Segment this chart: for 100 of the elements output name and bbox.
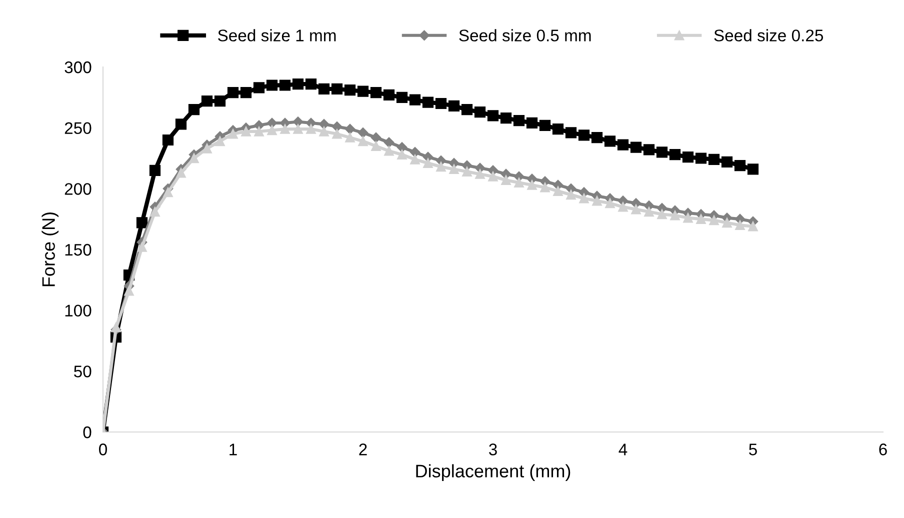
- point: [618, 202, 628, 212]
- point: [526, 117, 538, 129]
- point: [552, 123, 564, 135]
- point: [540, 182, 550, 192]
- y-tick-label: 150: [65, 244, 92, 256]
- point: [292, 78, 304, 90]
- point: [396, 142, 408, 152]
- point: [539, 120, 551, 131]
- point: [475, 169, 485, 179]
- point: [527, 180, 537, 190]
- point: [631, 204, 641, 214]
- y-tick-label: 300: [64, 61, 92, 74]
- point: [474, 106, 486, 118]
- point: [709, 215, 719, 226]
- x-tick-label: 1: [230, 444, 237, 456]
- x-tick-label: 4: [618, 444, 628, 456]
- point: [137, 242, 147, 252]
- y-tick-label: 0: [83, 426, 92, 438]
- point: [279, 80, 291, 91]
- point: [644, 206, 654, 217]
- point: [553, 186, 563, 196]
- point: [240, 86, 252, 98]
- x-tick-label: 3: [489, 444, 497, 456]
- point: [409, 94, 421, 106]
- point: [696, 214, 706, 224]
- legend-label: Seed size 0.5 mm: [459, 29, 591, 42]
- point: [280, 124, 290, 134]
- point: [565, 127, 577, 138]
- point: [201, 96, 213, 107]
- point: [657, 209, 667, 220]
- point: [371, 141, 381, 151]
- point: [722, 218, 732, 228]
- y-tick-label: 50: [74, 366, 92, 378]
- x-tick-label: 0: [99, 444, 107, 456]
- x-tick-label: 5: [749, 444, 757, 456]
- x-axis-title: Displacement (mm): [416, 464, 570, 482]
- point: [604, 136, 616, 147]
- point: [344, 84, 356, 96]
- point: [410, 147, 420, 158]
- point: [319, 126, 329, 136]
- point: [670, 210, 680, 220]
- point: [449, 164, 459, 174]
- point: [721, 156, 733, 168]
- point: [695, 152, 707, 164]
- x-tick-label: 2: [359, 444, 367, 456]
- point: [136, 217, 148, 228]
- point: [188, 104, 200, 116]
- point: [202, 144, 212, 154]
- point: [579, 194, 589, 204]
- point: [189, 153, 199, 164]
- point: [708, 154, 720, 166]
- point: [461, 104, 473, 116]
- point: [462, 166, 472, 176]
- point: [345, 132, 355, 142]
- point: [149, 164, 161, 176]
- point: [487, 110, 499, 122]
- point: [410, 154, 420, 164]
- point: [344, 124, 356, 134]
- point: [267, 125, 277, 136]
- point: [734, 160, 746, 172]
- point: [292, 116, 304, 127]
- point: [591, 132, 603, 144]
- point: [370, 86, 382, 98]
- point: [488, 172, 498, 182]
- point: [266, 80, 278, 91]
- point: [305, 78, 317, 90]
- point: [500, 112, 512, 124]
- point: [214, 96, 226, 107]
- point: [384, 146, 394, 156]
- point: [578, 130, 590, 141]
- point: [735, 220, 745, 230]
- point: [643, 144, 655, 156]
- point: [384, 137, 394, 148]
- point: [592, 196, 602, 206]
- point: [358, 128, 368, 138]
- point: [228, 129, 238, 139]
- point: [254, 126, 264, 136]
- point: [566, 190, 576, 200]
- point: [748, 222, 758, 232]
- point: [150, 206, 160, 217]
- legend-label: Seed size 0.25: [714, 29, 824, 42]
- point: [514, 178, 524, 188]
- point: [383, 89, 395, 101]
- point: [513, 114, 525, 126]
- point: [318, 83, 330, 94]
- point: [227, 86, 239, 98]
- point: [175, 118, 187, 130]
- point: [331, 83, 343, 94]
- point: [656, 146, 668, 158]
- point: [162, 134, 174, 146]
- point: [253, 82, 265, 94]
- point: [332, 129, 342, 139]
- point: [241, 126, 251, 136]
- point: [448, 100, 460, 112]
- point: [747, 164, 759, 175]
- point: [357, 86, 369, 97]
- point: [318, 119, 330, 130]
- point: [617, 139, 629, 150]
- point: [669, 149, 681, 160]
- point: [501, 175, 511, 186]
